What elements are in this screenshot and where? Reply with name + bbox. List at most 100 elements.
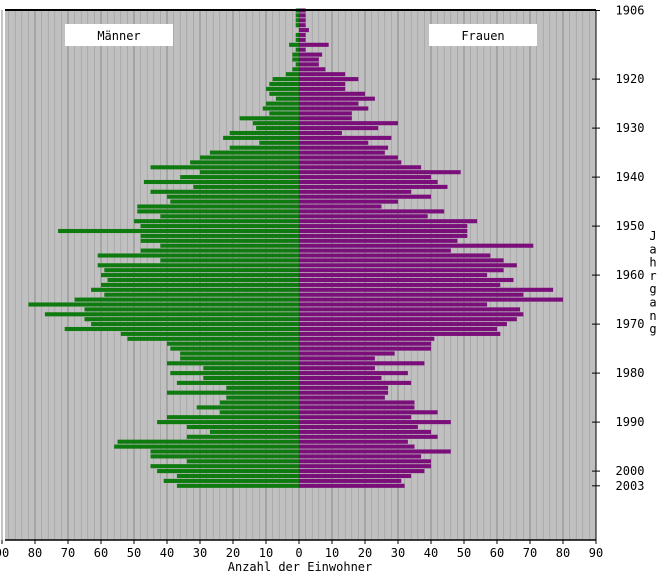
bar-men-2003 (176, 483, 299, 488)
bar-men-1966 (28, 302, 300, 307)
bar-women-1921 (299, 81, 346, 87)
bar-women-1980 (299, 371, 408, 376)
bar-men-1935 (209, 150, 299, 155)
bar-women-1925 (299, 101, 359, 106)
bar-men-1959 (104, 268, 299, 273)
x-tick-label: 50 (457, 546, 471, 560)
bar-men-1980 (170, 371, 299, 376)
bar-women-1924 (299, 96, 375, 101)
bar-men-1975 (170, 346, 299, 351)
x-tick-label: 80 (556, 546, 570, 560)
bar-women-2003 (299, 483, 405, 488)
bar-women-1974 (299, 341, 431, 346)
bar-men-2002 (163, 478, 299, 483)
bar-men-1939 (200, 170, 299, 175)
bar-men-1944 (167, 194, 299, 199)
bar-women-1973 (299, 336, 435, 341)
x-tick-label: 20 (226, 546, 240, 560)
bar-men-1945 (170, 199, 299, 204)
bar-men-1955 (140, 248, 299, 253)
bar-women-1928 (299, 116, 352, 121)
bar-men-1922 (266, 86, 299, 91)
bar-men-1998 (186, 459, 299, 464)
bar-women-1938 (299, 165, 422, 170)
bar-women-1949 (299, 219, 478, 224)
bar-men-1962 (101, 282, 299, 287)
bar-women-1941 (299, 179, 438, 185)
bar-women-1970 (299, 322, 507, 327)
bar-women-1952 (299, 233, 468, 238)
bar-women-1972 (299, 331, 501, 336)
bar-women-1951 (299, 228, 468, 234)
bar-women-1926 (299, 106, 369, 111)
bar-women-1979 (299, 366, 375, 371)
bar-men-1926 (262, 106, 299, 111)
legend-box-women (429, 24, 537, 46)
bar-men-1923 (269, 91, 299, 96)
bar-women-1954 (299, 243, 534, 248)
x-tick-label: 70 (523, 546, 537, 560)
bar-men-1913 (289, 42, 299, 47)
bar-men-1942 (193, 184, 299, 189)
y-axis-title-letter: n (649, 309, 656, 323)
bar-women-1916 (299, 57, 319, 62)
bar-men-1961 (107, 277, 299, 283)
bar-women-1962 (299, 282, 501, 287)
bar-women-1966 (299, 302, 488, 307)
bar-men-1977 (180, 356, 299, 361)
bar-men-1940 (180, 175, 299, 180)
bar-women-1923 (299, 91, 365, 96)
bar-men-1988 (219, 410, 299, 415)
x-tick-label: 30 (391, 546, 405, 560)
bar-men-1999 (150, 464, 299, 469)
y-tick-label: 1980 (616, 366, 645, 380)
bar-women-1989 (299, 415, 412, 420)
x-tick-label: 60 (490, 546, 504, 560)
bar-women-2000 (299, 469, 425, 474)
bar-women-1998 (299, 459, 431, 464)
bar-men-1995 (114, 444, 299, 449)
y-axis-title-letter: h (649, 256, 656, 270)
bar-men-1932 (223, 135, 299, 140)
y-tick-label: 1970 (616, 317, 645, 331)
bar-women-1971 (299, 326, 497, 332)
bar-women-1981 (299, 375, 382, 381)
bar-women-1909 (299, 23, 306, 28)
bar-women-1960 (299, 273, 488, 278)
bar-women-1985 (299, 395, 385, 400)
bar-men-1937 (190, 160, 299, 165)
bar-men-1982 (176, 380, 299, 385)
bar-women-1937 (299, 160, 402, 165)
bar-men-1911 (295, 32, 299, 38)
bar-women-1987 (299, 405, 415, 410)
bar-men-1919 (285, 72, 299, 77)
bar-women-1934 (299, 145, 389, 150)
x-tick-label: 90 (589, 546, 603, 560)
bar-men-1918 (292, 67, 299, 72)
bar-women-1931 (299, 130, 342, 136)
bar-men-1909 (295, 23, 299, 28)
bar-women-1944 (299, 194, 431, 199)
y-tick-label: 2003 (616, 479, 645, 493)
bar-men-1984 (167, 390, 299, 395)
y-axis-title-letter: g (649, 282, 656, 296)
bar-women-2002 (299, 478, 402, 483)
bar-women-2001 (299, 473, 412, 479)
bar-women-1922 (299, 86, 346, 91)
bar-men-1941 (143, 179, 299, 185)
bar-women-1917 (299, 62, 319, 67)
x-tick-label: 30 (193, 546, 207, 560)
bar-women-1978 (299, 361, 425, 366)
y-axis-title-letter: a (649, 242, 656, 256)
bar-men-1978 (167, 361, 299, 366)
bar-women-1963 (299, 287, 554, 292)
bar-women-1969 (299, 317, 517, 322)
x-tick-label: 10 (325, 546, 339, 560)
bar-women-1983 (299, 385, 389, 390)
bar-men-1950 (140, 224, 299, 229)
bar-men-1917 (295, 62, 299, 67)
bar-women-1975 (299, 346, 431, 351)
bar-men-1986 (219, 400, 299, 405)
bar-men-1957 (160, 258, 299, 263)
